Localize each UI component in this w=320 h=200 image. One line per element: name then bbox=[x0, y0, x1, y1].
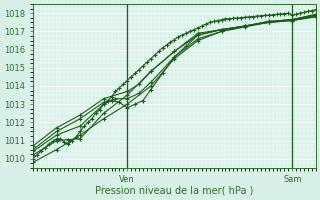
X-axis label: Pression niveau de la mer( hPa ): Pression niveau de la mer( hPa ) bbox=[95, 186, 253, 196]
